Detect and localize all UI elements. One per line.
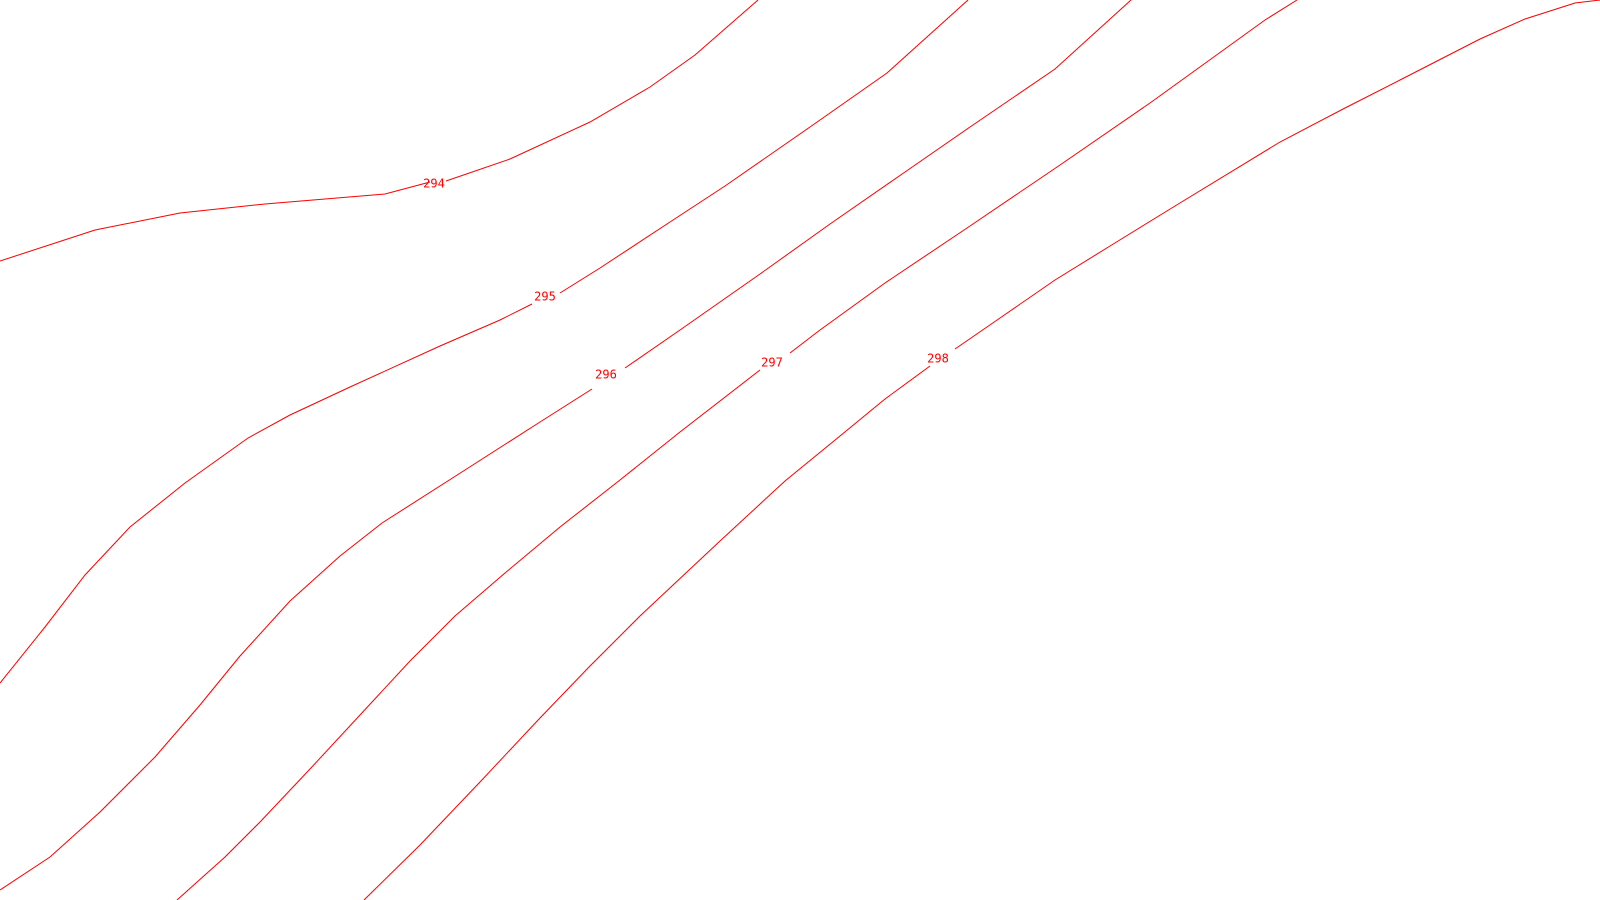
contour-line-298 bbox=[363, 0, 1600, 900]
contour-294: 294 bbox=[0, 0, 759, 262]
contour-line-296 bbox=[0, 0, 1132, 891]
contour-label-296: 296 bbox=[595, 368, 617, 382]
contour-295: 295 bbox=[0, 0, 969, 684]
contour-label-298: 298 bbox=[927, 352, 949, 366]
contour-296: 296 bbox=[0, 0, 1132, 891]
contour-298: 298 bbox=[363, 0, 1600, 900]
contour-297: 297 bbox=[176, 0, 1298, 900]
contour-label-295: 295 bbox=[534, 290, 556, 304]
contour-line-297 bbox=[176, 0, 1298, 900]
contour-label-297: 297 bbox=[761, 356, 783, 370]
contour-line-294 bbox=[0, 0, 759, 262]
contour-line-295 bbox=[0, 0, 969, 684]
contour-label-294: 294 bbox=[423, 177, 445, 191]
